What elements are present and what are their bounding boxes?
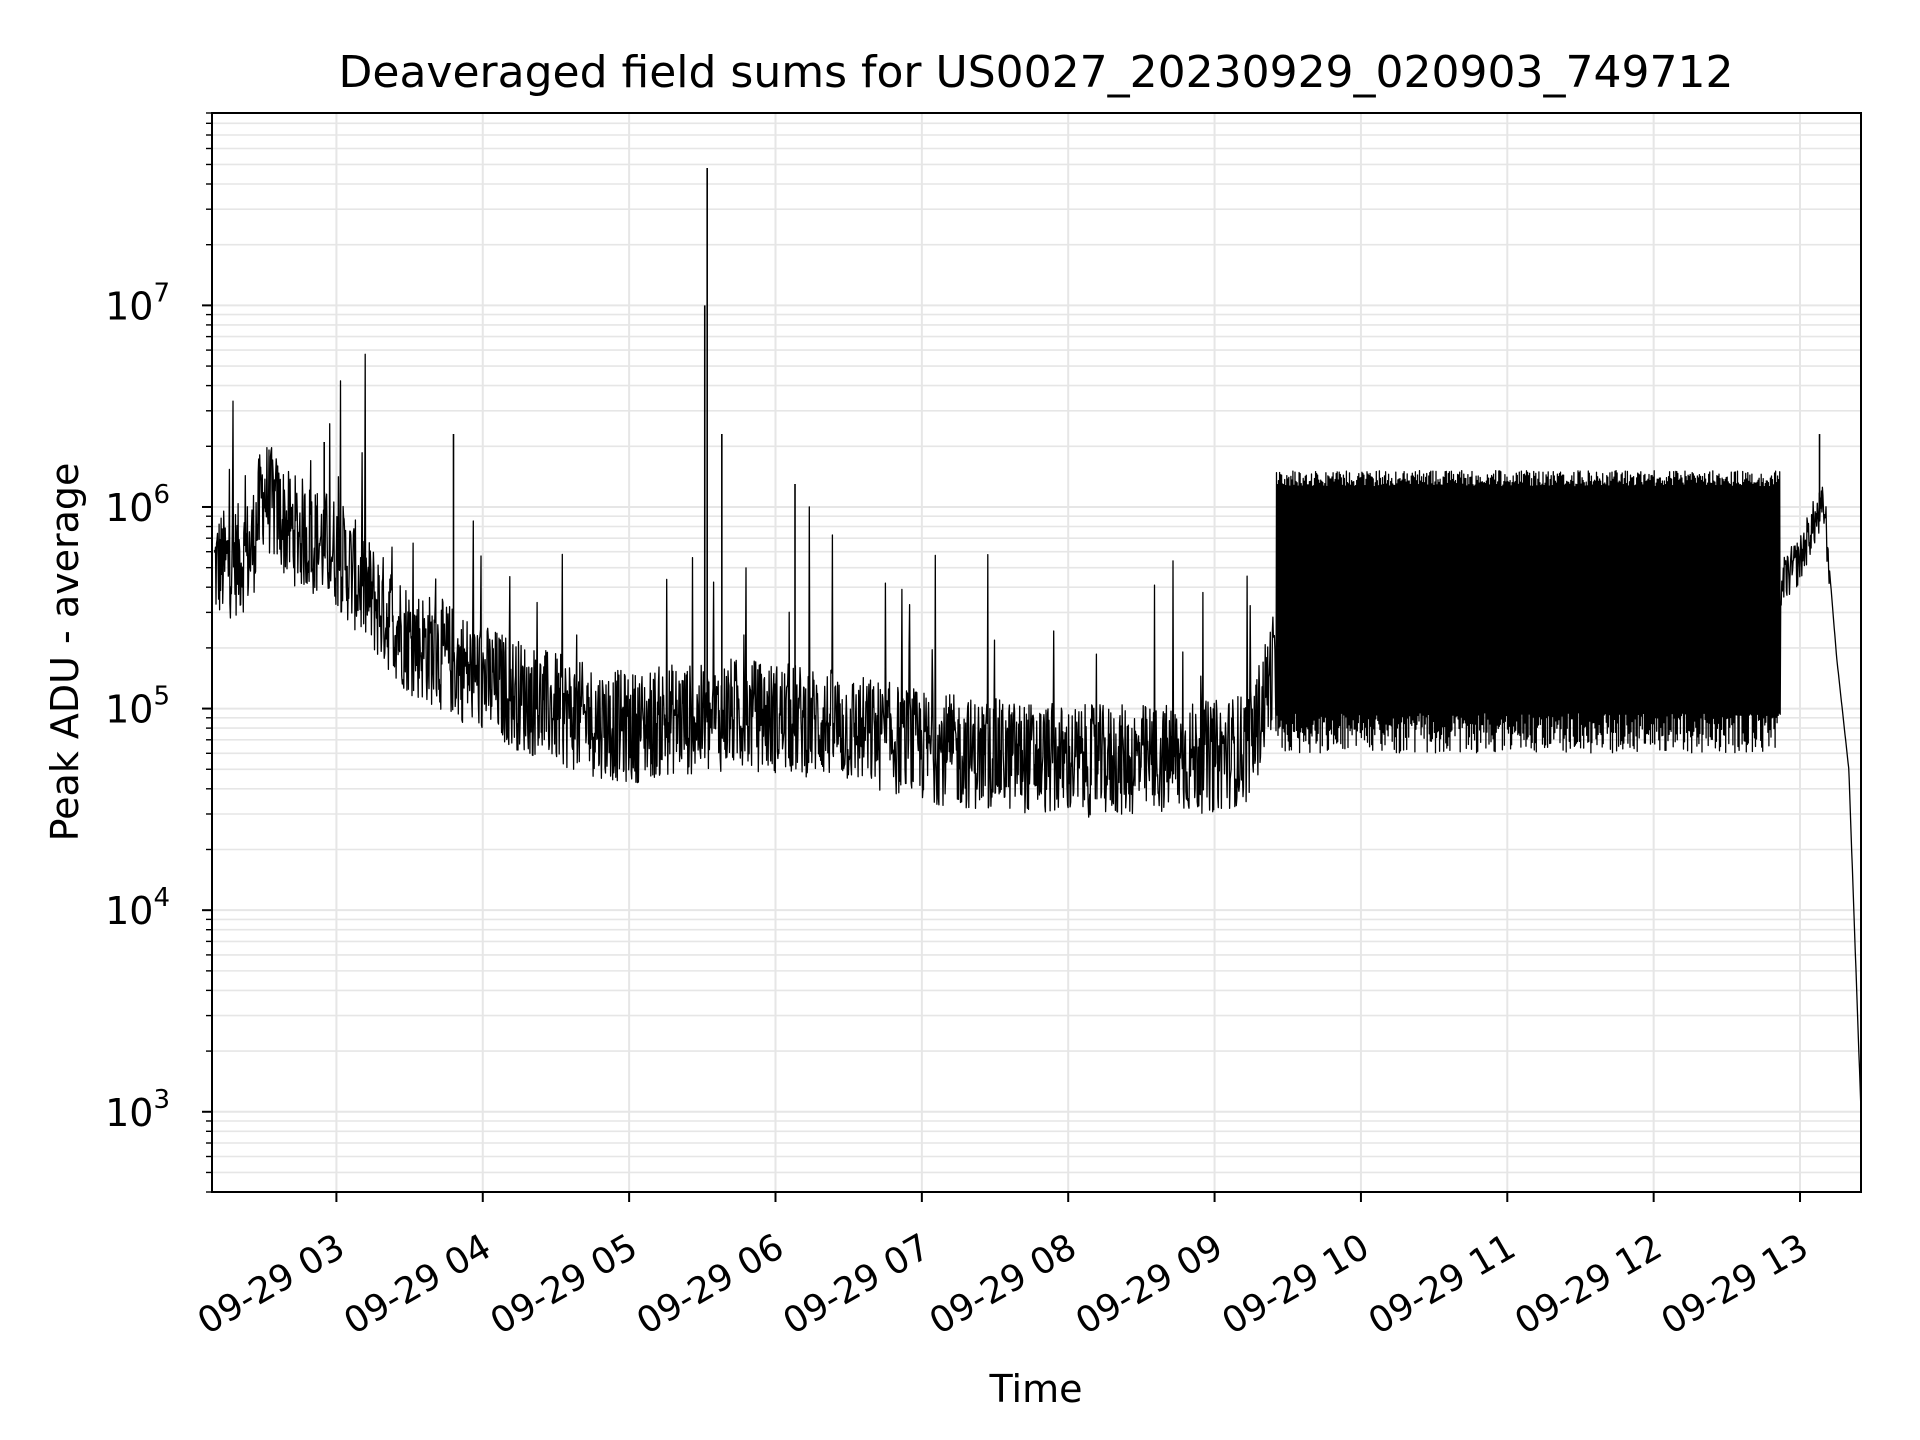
- series-line: [213, 353, 1862, 1112]
- y-tick-label: 104: [105, 883, 170, 933]
- y-tick-label-exponent: 3: [153, 1085, 170, 1115]
- plot-area-frame: [211, 112, 1862, 1193]
- y-tick-label-base: 10: [105, 486, 153, 530]
- y-tick-label-base: 10: [105, 284, 153, 328]
- y-tick-label: 107: [105, 278, 170, 328]
- chart-title: Deaveraged field sums for US0027_2023092…: [339, 47, 1734, 98]
- y-tick-label-exponent: 5: [153, 682, 170, 712]
- y-tick-label-base: 10: [105, 688, 153, 732]
- y-tick-label: 105: [105, 682, 170, 732]
- x-axis-label: Time: [989, 1367, 1083, 1411]
- y-tick-label: 103: [105, 1085, 170, 1135]
- y-tick-label: 106: [105, 480, 170, 530]
- series-layer: [213, 168, 1862, 1112]
- y-tick-label-exponent: 6: [153, 480, 170, 510]
- y-tick-label-exponent: 4: [153, 883, 170, 913]
- y-tick-label-base: 10: [105, 889, 153, 933]
- y-tick-label-exponent: 7: [153, 278, 170, 308]
- y-tick-label-base: 10: [105, 1091, 153, 1135]
- y-axis-label: Peak ADU - average: [43, 463, 87, 842]
- grid: [212, 112, 1861, 1193]
